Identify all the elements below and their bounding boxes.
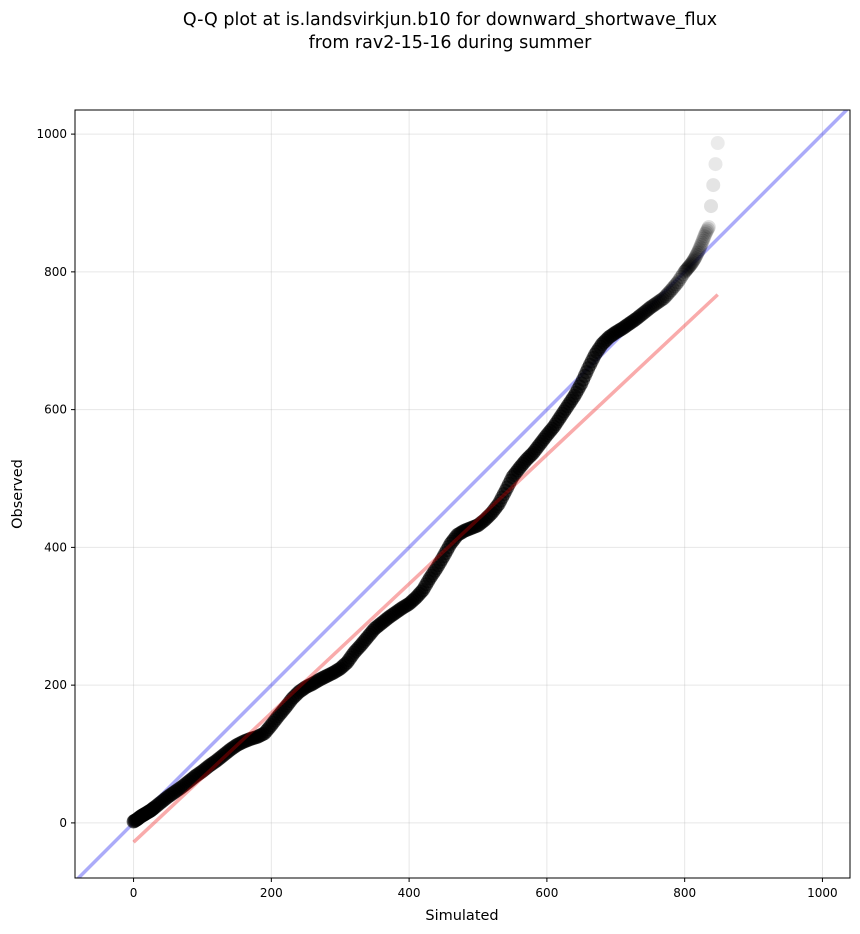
quantile-point	[684, 256, 699, 271]
quantile-point	[694, 235, 709, 250]
quantile-point	[688, 251, 702, 266]
quantile-point	[695, 233, 710, 248]
quantile-point	[634, 307, 649, 322]
quantile-point	[694, 238, 709, 253]
y-tick-label: 800	[44, 265, 67, 279]
quantile-point	[690, 245, 705, 260]
y-tick-label: 1000	[36, 127, 67, 141]
quantile-point	[674, 270, 689, 285]
quantile-point	[644, 299, 659, 314]
quantile-point	[643, 300, 658, 315]
quantile-point	[692, 242, 707, 257]
x-tick-label: 600	[535, 886, 558, 900]
quantile-point	[710, 136, 725, 151]
x-tick-label: 0	[130, 886, 138, 900]
quantile-point	[686, 253, 701, 268]
y-tick-label: 600	[44, 403, 67, 417]
one-to-one-reference-line	[75, 110, 850, 878]
quantile-point	[682, 258, 697, 273]
quantile-point	[660, 287, 675, 302]
y-tick-label: 400	[44, 540, 67, 554]
quantile-point	[662, 285, 677, 300]
quantile-point	[648, 297, 663, 312]
quantile-point	[670, 275, 685, 290]
y-axis-label: Observed	[10, 459, 26, 529]
quantile-point	[678, 263, 693, 278]
quantile-point	[679, 262, 694, 277]
quantile-point	[663, 283, 678, 298]
quantile-point	[687, 252, 702, 267]
quantile-point	[704, 199, 719, 214]
plot-frame	[74, 109, 851, 879]
quantile-point	[641, 302, 656, 317]
quantile-point	[650, 295, 665, 310]
quantile-point	[681, 260, 696, 275]
x-tick-label: 200	[260, 886, 283, 900]
quantile-point	[638, 304, 653, 319]
fit-line	[132, 293, 719, 844]
quantile-point	[691, 244, 706, 259]
x-tick-label: 1000	[807, 886, 838, 900]
quantile-point	[699, 225, 714, 240]
x-tick-label: 800	[673, 886, 696, 900]
y-tick-label: 0	[59, 816, 67, 830]
quantile-point	[697, 229, 712, 244]
quantile-point	[658, 289, 673, 304]
quantile-point	[636, 306, 651, 321]
quantile-point	[708, 157, 723, 172]
quantile-point	[675, 267, 690, 282]
quantile-point	[681, 259, 696, 274]
quantile-point	[639, 303, 654, 318]
chart-title-line-2: from rav2-15-16 during summer	[309, 33, 593, 53]
chart-title-line-1: Q-Q plot at is.landsvirkjun.b10 for down…	[183, 10, 717, 30]
x-axis-label: Simulated	[425, 908, 498, 924]
y-tick-label: 200	[44, 678, 67, 692]
quantile-point	[646, 298, 661, 313]
quantile-point	[693, 240, 708, 255]
x-tick-label: 400	[398, 886, 421, 900]
quantile-point	[701, 220, 716, 235]
quantile-points	[126, 136, 725, 829]
quantile-point	[657, 291, 671, 306]
quantile-point	[680, 261, 695, 276]
quantile-point	[677, 264, 692, 279]
grid	[75, 110, 850, 878]
y-axis: 0 200 400 600 800 1000	[36, 127, 75, 830]
quantile-point	[665, 281, 680, 296]
quantile-point	[632, 308, 647, 323]
quantile-point	[669, 277, 684, 292]
quantile-point	[689, 247, 704, 262]
plot-area	[75, 110, 850, 878]
quantile-point	[651, 294, 666, 309]
quantile-point	[672, 272, 687, 287]
quantile-point	[667, 279, 682, 294]
quantile-point	[685, 255, 700, 270]
x-axis: 0 200 400 600 800 1000	[130, 878, 838, 900]
quantile-point	[700, 221, 715, 236]
quantile-point	[698, 226, 713, 241]
quantile-point	[655, 292, 670, 307]
quantile-point	[683, 257, 698, 272]
quantile-point	[706, 178, 721, 193]
quantile-point	[653, 293, 668, 308]
quantile-point	[631, 310, 646, 325]
quantile-point	[696, 231, 711, 246]
quantile-point	[700, 223, 715, 238]
quantile-point	[688, 249, 703, 264]
